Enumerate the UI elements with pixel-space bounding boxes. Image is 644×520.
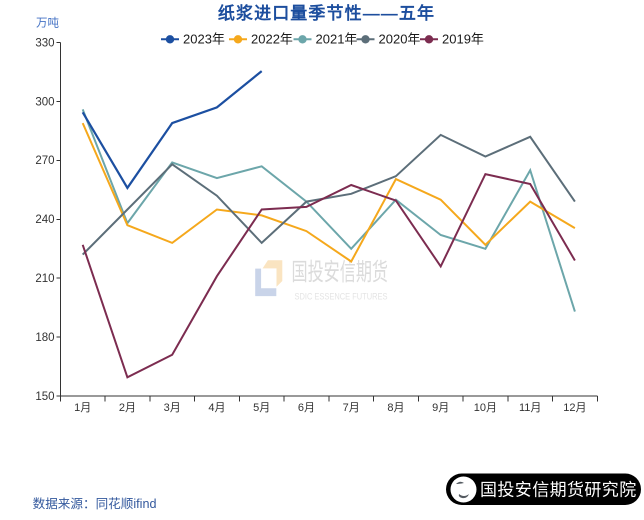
svg-text:万吨: 万吨 [36,17,59,30]
svg-text:11月: 11月 [519,402,541,414]
svg-text:2019年: 2019年 [442,32,484,47]
svg-text:SDIC ESSENCE FUTURES: SDIC ESSENCE FUTURES [295,292,388,302]
svg-text:2023年: 2023年 [183,32,225,47]
svg-text:3月: 3月 [164,402,181,414]
svg-text:2020年: 2020年 [379,32,421,47]
svg-text:7月: 7月 [343,402,360,414]
svg-text:12月: 12月 [563,402,586,414]
svg-text:330: 330 [35,37,54,49]
svg-text:纸浆进口量季节性——五年: 纸浆进口量季节性——五年 [218,3,435,23]
svg-text:2月: 2月 [119,402,136,414]
svg-text:8月: 8月 [387,402,404,414]
svg-text:180: 180 [35,332,54,344]
svg-text:150: 150 [35,391,54,403]
svg-text:240: 240 [35,214,54,226]
svg-text:300: 300 [35,96,54,108]
svg-text:6月: 6月 [298,402,315,414]
svg-text:1月: 1月 [74,402,91,414]
svg-text:210: 210 [35,273,54,285]
svg-text:4月: 4月 [208,402,225,414]
svg-text:5月: 5月 [253,402,270,414]
svg-text:10月: 10月 [474,402,497,414]
svg-text:2022年: 2022年 [251,32,293,47]
svg-text:数据来源：同花顺ifind: 数据来源：同花顺ifind [33,496,157,511]
svg-text:国投安信期货研究院: 国投安信期货研究院 [480,481,637,500]
svg-text:270: 270 [35,155,54,167]
svg-text:9月: 9月 [432,402,449,414]
svg-text:2021年: 2021年 [316,32,358,47]
svg-text:国投安信期货: 国投安信期货 [292,259,389,286]
